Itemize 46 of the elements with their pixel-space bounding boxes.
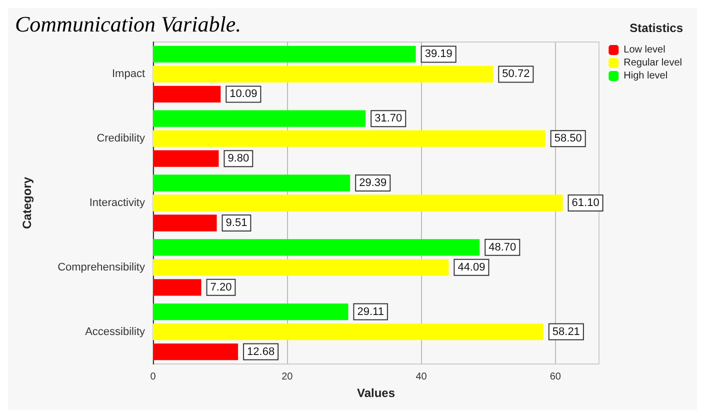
data-label: 58.50 bbox=[554, 132, 582, 145]
legend-label: Regular level bbox=[624, 58, 682, 68]
data-label: 61.10 bbox=[572, 197, 600, 209]
bar bbox=[153, 194, 563, 212]
bar bbox=[153, 86, 221, 103]
data-label: 10.09 bbox=[230, 88, 258, 100]
data-label: 12.68 bbox=[247, 346, 275, 358]
x-tick-label: 60 bbox=[550, 372, 562, 382]
x-tick-label: 0 bbox=[150, 372, 156, 382]
chart-title: Communication Variable. bbox=[15, 12, 242, 36]
data-label: 9.80 bbox=[228, 152, 250, 165]
data-label: 50.72 bbox=[502, 68, 530, 80]
bar bbox=[153, 174, 350, 192]
bar bbox=[153, 259, 449, 276]
data-label: 58.21 bbox=[552, 326, 580, 338]
bar bbox=[153, 279, 202, 296]
bar bbox=[153, 343, 238, 360]
bar bbox=[153, 110, 366, 127]
y-tick-label: Comprehensibility bbox=[58, 261, 146, 274]
y-tick-label: Impact bbox=[112, 68, 145, 80]
bar bbox=[153, 130, 546, 147]
data-label: 44.09 bbox=[458, 261, 486, 274]
bar bbox=[153, 303, 348, 320]
legend-label: Low level bbox=[624, 44, 666, 56]
data-label: 29.39 bbox=[359, 177, 387, 189]
data-label: 31.70 bbox=[374, 112, 402, 125]
data-label: 9.51 bbox=[226, 217, 248, 229]
bar bbox=[153, 239, 480, 256]
bar bbox=[153, 46, 416, 63]
x-tick-label: 20 bbox=[282, 372, 294, 382]
data-label: 29.11 bbox=[357, 306, 384, 318]
bar bbox=[153, 150, 219, 167]
data-label: 39.19 bbox=[424, 48, 452, 60]
bar bbox=[153, 214, 217, 232]
y-tick-label: Accessibility bbox=[85, 326, 146, 338]
x-axis-title: Values bbox=[356, 386, 396, 400]
data-label: 7.20 bbox=[210, 281, 232, 294]
y-tick-label: Credibility bbox=[96, 132, 146, 145]
bar bbox=[153, 323, 544, 340]
bar bbox=[153, 66, 494, 83]
y-axis-title: Category bbox=[20, 176, 34, 230]
x-tick-label: 40 bbox=[416, 372, 428, 382]
data-label: 48.70 bbox=[488, 241, 516, 254]
legend-title: Statistics bbox=[630, 21, 684, 35]
y-tick-label: Interactivity bbox=[89, 197, 146, 209]
legend-label: High level bbox=[624, 70, 668, 82]
